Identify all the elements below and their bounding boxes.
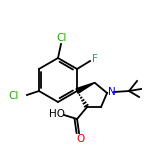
Text: Cl: Cl <box>9 91 19 101</box>
Text: F: F <box>92 54 98 64</box>
Text: Cl: Cl <box>57 33 67 43</box>
Polygon shape <box>76 83 95 93</box>
Text: O: O <box>76 133 84 143</box>
Text: N: N <box>108 87 116 97</box>
Text: HO: HO <box>49 109 65 119</box>
